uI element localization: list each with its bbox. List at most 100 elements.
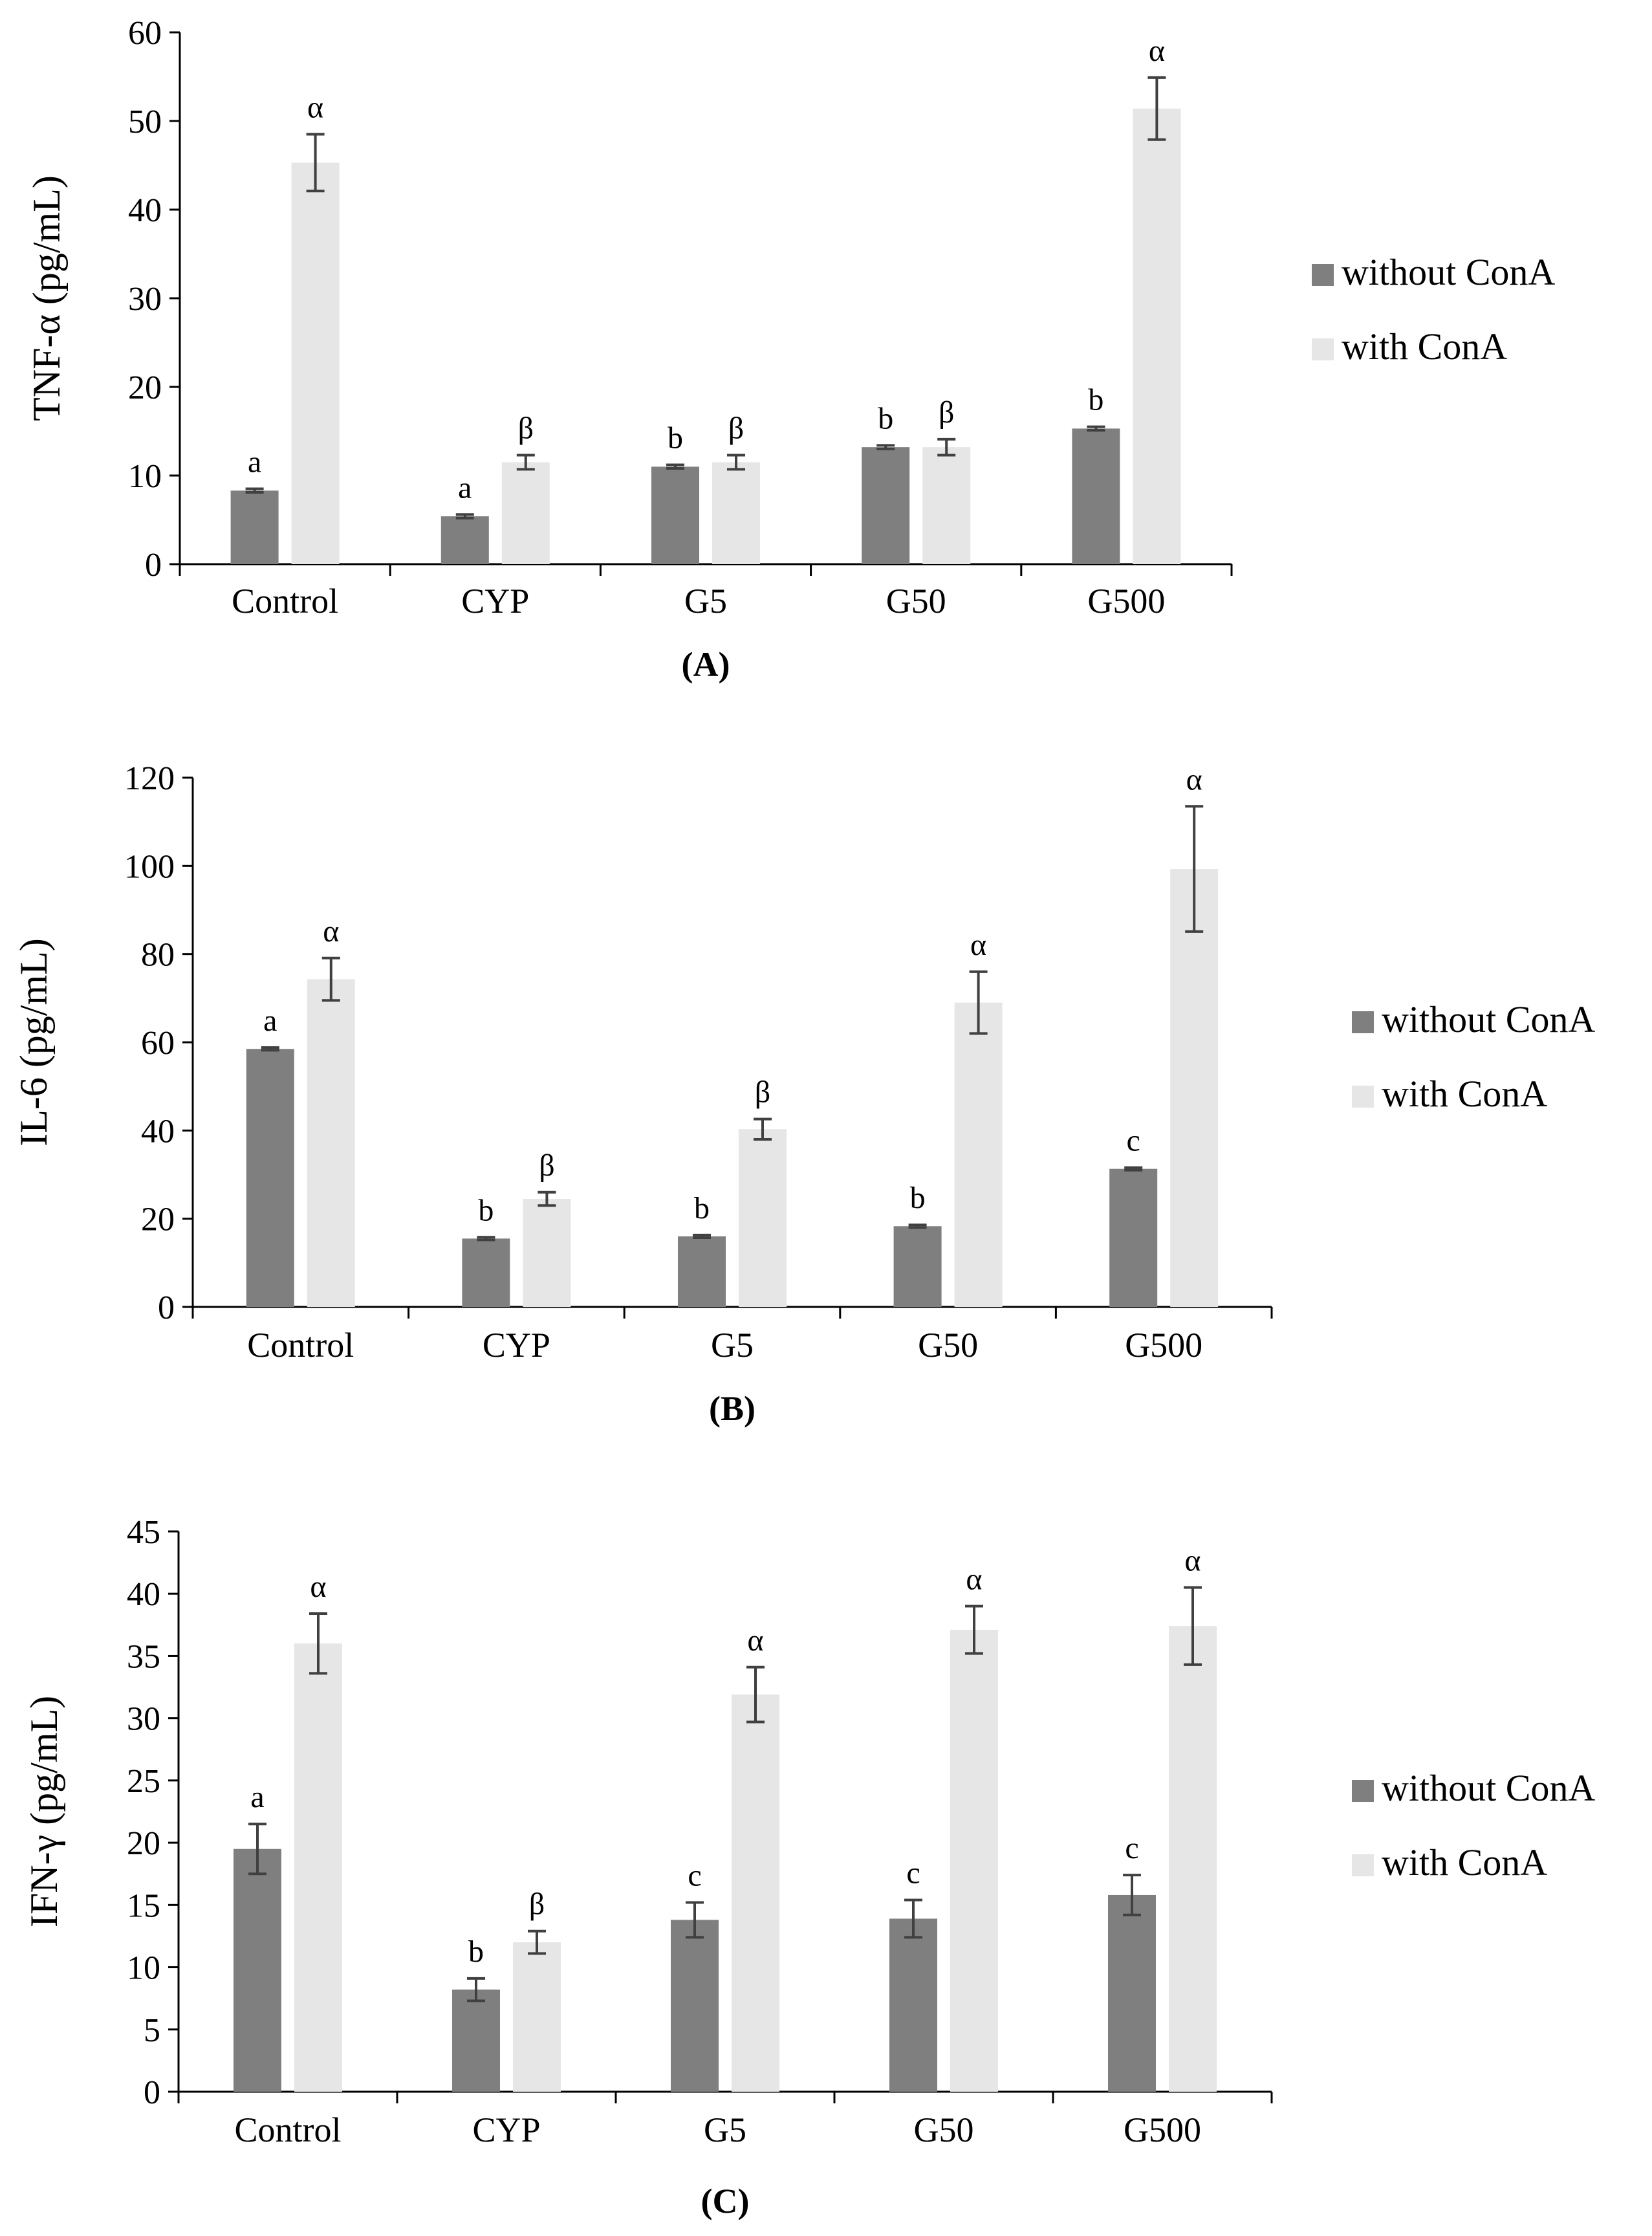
significance-label: a [250, 1780, 264, 1814]
significance-label: a [458, 470, 472, 505]
significance-label: β [939, 395, 954, 430]
bar-without-cona [230, 490, 279, 564]
bar-without-cona [671, 1920, 719, 2092]
y-tick-label: 0 [144, 2074, 160, 2111]
legend-swatch [1352, 1011, 1374, 1033]
category-label: CYP [483, 1326, 550, 1365]
panel-label: (A) [682, 645, 730, 684]
category-label: G50 [918, 1326, 978, 1365]
category-label: G5 [711, 1326, 754, 1365]
bar-with-cona [954, 1002, 1003, 1307]
significance-label: α [307, 91, 323, 125]
significance-label: b [668, 421, 683, 455]
category-label: G5 [684, 582, 727, 620]
significance-label: β [728, 411, 744, 445]
y-tick-label: 10 [127, 1950, 160, 1987]
bar-without-cona [889, 1918, 937, 2092]
y-tick-label: 30 [128, 281, 162, 318]
y-tick-label: 35 [127, 1638, 160, 1675]
y-axis-label: TNF-α (pg/mL) [25, 175, 68, 421]
panel-label: (B) [709, 1389, 755, 1428]
y-tick-label: 45 [127, 1514, 160, 1551]
significance-label: β [755, 1075, 770, 1110]
category-label: G5 [704, 2110, 746, 2149]
significance-label: a [248, 445, 261, 479]
legend-label: with ConA [1382, 1073, 1547, 1115]
bar-with-cona [1170, 869, 1219, 1307]
significance-label: α [1184, 1544, 1201, 1578]
y-tick-label: 40 [141, 1113, 175, 1150]
y-tick-label: 5 [144, 2012, 160, 2049]
bar-with-cona [501, 462, 550, 564]
bar-without-cona [1108, 1894, 1156, 2092]
significance-label: c [688, 1858, 701, 1892]
y-tick-label: 40 [128, 192, 162, 229]
bar-without-cona [246, 1049, 294, 1307]
panel-c: 0 5 10 15 20 25 30 35 40 45 a α Control b β CYP c α G5 c α G5… [23, 1514, 1595, 2220]
category-label: G50 [886, 582, 946, 620]
y-tick-label: 20 [127, 1825, 160, 1862]
bar-with-cona [291, 162, 340, 564]
significance-label: α [310, 1570, 326, 1604]
category-label: Control [232, 582, 338, 620]
bar-with-cona [732, 1694, 779, 2092]
category-label: G500 [1087, 582, 1165, 620]
panel-b: 0 20 40 60 80 100 120 a α Control b β CYP b β G5 b α G50 c α… [12, 760, 1595, 1428]
bar-with-cona [922, 447, 971, 564]
y-tick-label: 10 [128, 458, 162, 495]
significance-label: b [1088, 383, 1103, 417]
significance-label: b [694, 1191, 710, 1225]
panel-label: (C) [701, 2182, 750, 2220]
significance-label: c [1125, 1831, 1138, 1865]
category-label: G500 [1125, 1326, 1202, 1365]
bar-with-cona [950, 1630, 998, 2092]
significance-label: b [468, 1935, 484, 1969]
y-tick-label: 20 [128, 369, 162, 406]
category-label: Control [234, 2110, 341, 2149]
category-label: Control [247, 1326, 354, 1365]
y-axis-label: IFN-γ (pg/mL) [23, 1696, 65, 1927]
significance-label: a [263, 1003, 277, 1038]
legend-swatch [1352, 1854, 1374, 1876]
y-tick-label: 25 [127, 1763, 160, 1800]
legend-swatch [1312, 338, 1334, 360]
bar-without-cona [440, 516, 489, 564]
significance-label: α [747, 1623, 763, 1658]
y-tick-label: 0 [145, 547, 162, 584]
legend-label: with ConA [1342, 325, 1507, 367]
bar-without-cona [1109, 1168, 1158, 1307]
y-tick-label: 20 [141, 1201, 175, 1238]
significance-label: α [1149, 34, 1165, 68]
bar-with-cona [1133, 108, 1181, 564]
significance-label: β [518, 411, 534, 445]
bar-without-cona [234, 1848, 281, 2092]
y-tick-label: 80 [141, 937, 175, 974]
legend-swatch [1312, 264, 1334, 286]
significance-label: b [478, 1193, 494, 1227]
y-tick-label: 15 [127, 1887, 160, 1924]
bar-with-cona [294, 1643, 342, 2092]
y-tick-label: 120 [124, 760, 175, 797]
bar-with-cona [307, 979, 355, 1307]
significance-label: c [906, 1856, 920, 1891]
y-tick-label: 100 [124, 848, 175, 885]
significance-label: b [878, 401, 893, 435]
panel-a: 0 10 20 30 40 50 60 a α Control a β CYP b β G5 b β G50 b α G5… [25, 15, 1555, 684]
legend-label: without ConA [1382, 1767, 1595, 1809]
y-tick-label: 30 [127, 1701, 160, 1738]
significance-label: β [539, 1148, 554, 1183]
bar-without-cona [462, 1238, 510, 1307]
category-label: CYP [472, 2110, 540, 2149]
significance-label: c [1127, 1124, 1140, 1158]
category-label: G500 [1124, 2110, 1201, 2149]
significance-label: b [910, 1181, 926, 1215]
legend-label: without ConA [1342, 251, 1555, 293]
bar-with-cona [1169, 1626, 1217, 2092]
y-tick-label: 40 [127, 1576, 160, 1613]
y-tick-label: 50 [128, 104, 162, 140]
bar-without-cona [1072, 428, 1120, 564]
legend-label: with ConA [1382, 1841, 1547, 1883]
category-label: G50 [914, 2110, 974, 2149]
bar-without-cona [651, 466, 699, 564]
